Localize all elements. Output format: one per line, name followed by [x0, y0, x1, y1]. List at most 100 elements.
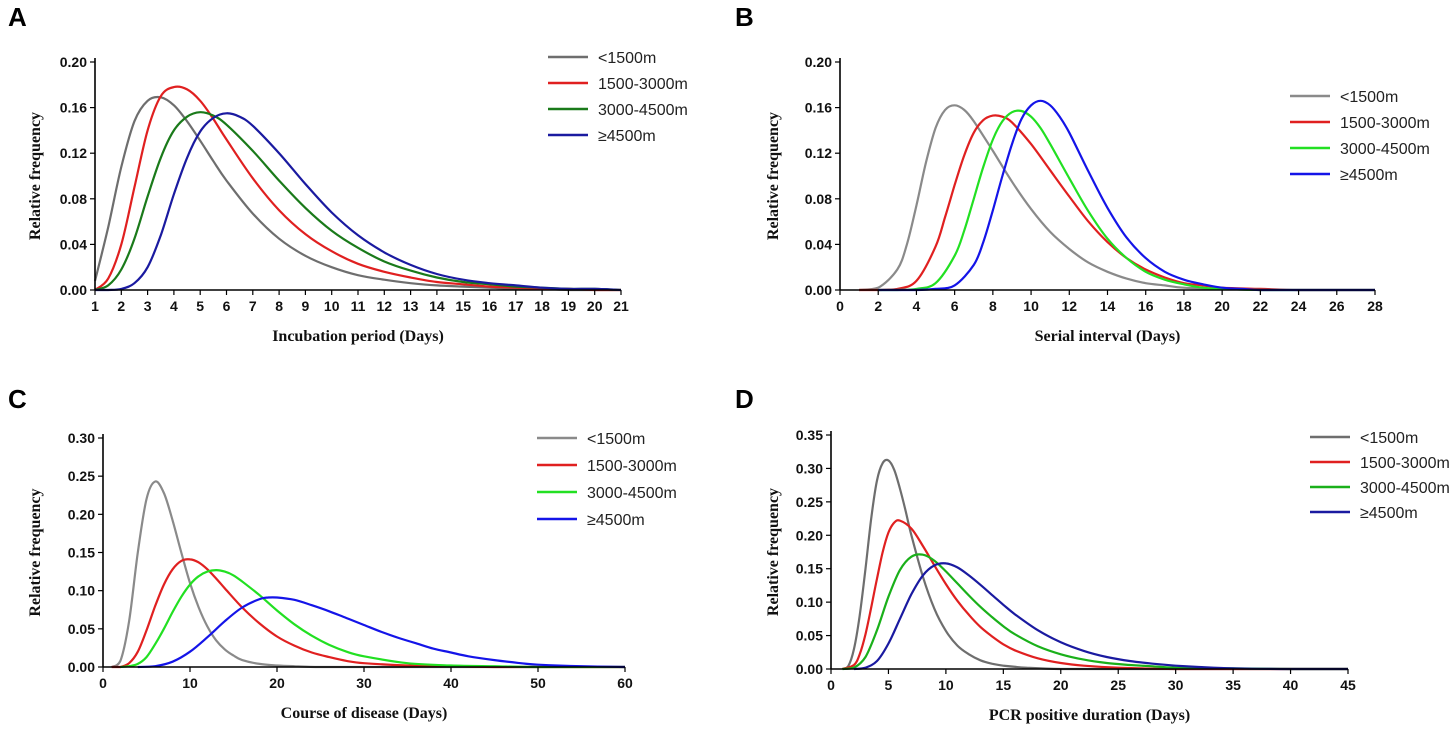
panel-letter: A — [8, 2, 27, 32]
y-tick-label: 0.08 — [60, 191, 87, 207]
series-line-2 — [94, 111, 622, 292]
x-tick-label: 24 — [1291, 298, 1307, 314]
legend-label-1: 1500-3000m — [1360, 455, 1450, 472]
x-axis-title: PCR positive duration (Days) — [989, 707, 1190, 724]
x-tick-label: 22 — [1253, 298, 1269, 314]
x-tick-label: 9 — [302, 298, 310, 314]
panel-letter: B — [735, 2, 754, 32]
y-axis-title: Relative frequency — [765, 488, 782, 616]
y-tick-label: 0.35 — [796, 427, 823, 443]
series-line-2 — [878, 109, 1375, 292]
x-tick-label: 25 — [1110, 677, 1126, 693]
x-tick-label: 45 — [1340, 677, 1356, 693]
x-tick-label: 30 — [356, 675, 372, 691]
x-tick-label: 15 — [996, 677, 1012, 693]
x-tick-label: 11 — [351, 298, 366, 314]
x-tick-label: 20 — [587, 298, 603, 314]
legend-label-1: 1500-3000m — [1340, 115, 1430, 132]
x-tick-label: 14 — [1100, 298, 1116, 314]
x-tick-label: 10 — [324, 298, 340, 314]
y-tick-label: 0.05 — [68, 621, 95, 637]
y-tick-label: 0.04 — [60, 236, 87, 252]
y-tick-label: 0.25 — [796, 494, 823, 510]
legend-label-2: 3000-4500m — [1360, 480, 1450, 497]
x-axis-title: Serial interval (Days) — [1035, 328, 1181, 345]
legend: <1500m 1500-3000m 3000-4500m ≥4500m — [537, 431, 677, 529]
series-line-0 — [858, 104, 1375, 292]
x-tick-label: 60 — [617, 675, 633, 691]
y-tick-label: 0.08 — [805, 191, 832, 207]
x-tick-label: 21 — [613, 298, 629, 314]
y-tick-label: 0.16 — [805, 100, 832, 116]
x-tick-label: 20 — [1053, 677, 1069, 693]
legend: <1500m 1500-3000m 3000-4500m ≥4500m — [1290, 89, 1430, 184]
x-tick-label: 18 — [534, 298, 550, 314]
y-tick-label: 0.15 — [68, 545, 95, 561]
legend-label-3: ≥4500m — [587, 512, 645, 529]
y-tick-label: 0.20 — [60, 54, 87, 70]
y-tick-label: 0.00 — [68, 659, 95, 675]
x-tick-label: 7 — [249, 298, 257, 314]
x-tick-label: 40 — [443, 675, 459, 691]
x-tick-label: 15 — [455, 298, 471, 314]
y-tick-label: 0.30 — [68, 430, 95, 446]
y-tick-label: 0.20 — [796, 527, 823, 543]
legend-label-1: 1500-3000m — [598, 76, 688, 93]
y-tick-label: 0.00 — [796, 661, 823, 677]
y-tick-label: 0.12 — [805, 145, 832, 161]
x-tick-label: 0 — [827, 677, 835, 693]
legend-label-0: <1500m — [1340, 89, 1398, 106]
x-tick-label: 2 — [874, 298, 882, 314]
x-tick-label: 0 — [836, 298, 844, 314]
legend-label-0: <1500m — [587, 431, 645, 448]
panel-letter: C — [8, 384, 27, 414]
x-tick-label: 4 — [170, 298, 178, 314]
x-tick-label: 6 — [223, 298, 231, 314]
x-tick-label: 5 — [196, 298, 204, 314]
series-line-1 — [111, 558, 625, 669]
series-line-0 — [93, 95, 621, 292]
panel-a: A0.000.040.080.120.160.201 2 3 4 5 6 7 8 9 10 11 12… — [8, 2, 688, 345]
series-line-3 — [137, 596, 626, 669]
x-tick-label: 50 — [530, 675, 546, 691]
series-line-2 — [120, 569, 625, 669]
x-tick-label: 40 — [1283, 677, 1299, 693]
y-tick-label: 0.12 — [60, 145, 87, 161]
x-tick-label: 3 — [144, 298, 152, 314]
legend-label-0: <1500m — [1360, 430, 1418, 447]
legend-label-3: ≥4500m — [598, 128, 656, 145]
series-line-1 — [94, 85, 621, 292]
panel-c: C 0.00 0.05 0.10 0.15 0.20 0.25 0.30 0 10 20 30 40 50… — [8, 384, 677, 722]
x-tick-label: 5 — [885, 677, 893, 693]
x-tick-label: 35 — [1225, 677, 1241, 693]
y-axis-title: Relative frequency — [27, 488, 44, 616]
x-tick-label: 14 — [429, 298, 445, 314]
x-tick-label: 10 — [938, 677, 954, 693]
y-tick-label: 0.30 — [796, 460, 823, 476]
y-tick-label: 0.10 — [796, 594, 823, 610]
y-tick-label: 0.20 — [68, 506, 95, 522]
legend-label-2: 3000-4500m — [598, 102, 688, 119]
x-tick-label: 20 — [1214, 298, 1230, 314]
x-tick-label: 26 — [1329, 298, 1345, 314]
x-tick-label: 8 — [275, 298, 283, 314]
y-tick-label: 0.10 — [68, 583, 95, 599]
panel-d: D 0.00 0.05 0.10 0.15 0.20 0.25 0.30 0.35 0 5 10 15 2… — [735, 384, 1450, 724]
y-tick-label: 0.20 — [805, 54, 832, 70]
series-line-0 — [842, 458, 1348, 671]
x-tick-label: 1 — [91, 298, 99, 314]
x-axis-title: Course of disease (Days) — [281, 705, 448, 722]
x-axis-title: Incubation period (Days) — [272, 328, 444, 345]
x-tick-label: 30 — [1168, 677, 1184, 693]
panel-letter: D — [735, 384, 754, 414]
legend-label-3: ≥4500m — [1340, 167, 1398, 184]
x-tick-label: 28 — [1367, 298, 1383, 314]
y-tick-label: 0.15 — [796, 561, 823, 577]
series-line-3 — [95, 112, 622, 292]
x-tick-label: 19 — [561, 298, 577, 314]
y-tick-label: 0.00 — [805, 282, 832, 298]
x-tick-label: 4 — [913, 298, 921, 314]
series-line-1 — [842, 519, 1348, 671]
series-line-2 — [842, 553, 1348, 671]
x-tick-label: 16 — [1138, 298, 1154, 314]
